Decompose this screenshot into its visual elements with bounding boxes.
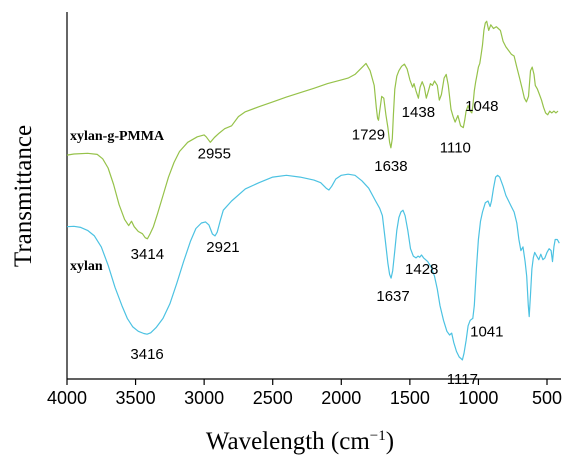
- x-tick-label: 2500: [253, 388, 293, 408]
- peak-label: 1041: [470, 323, 503, 340]
- x-axis-ticks: 4000 3500 3000 2500 2000 1500 1000 500: [47, 379, 562, 408]
- peak-label: 1110: [440, 140, 471, 157]
- x-tick-label: 1500: [390, 388, 430, 408]
- y-axis-title: Transmittance: [10, 125, 37, 267]
- peak-label: 3416: [130, 346, 163, 363]
- series-layer: [66, 20, 560, 361]
- x-axis-title: Wavelength (cm−1): [206, 428, 394, 455]
- peak-annotations: 3414 2955 1729 1638 1438 1110 1048 3416 2921 1637…: [130, 98, 503, 388]
- x-axis-title-superscript: −1: [370, 428, 386, 444]
- peak-label: 1428: [405, 261, 438, 278]
- x-tick-label: 2000: [321, 388, 361, 408]
- x-tick-label: 3500: [116, 388, 156, 408]
- series-line-xylan: [66, 173, 560, 361]
- peak-label: 1638: [374, 158, 407, 175]
- peak-label: 1729: [352, 126, 385, 143]
- series-label-xylan-g-pmma: xylan-g-PMMA: [70, 129, 165, 144]
- peak-label: 2921: [206, 239, 239, 256]
- peak-label: 1438: [402, 104, 435, 121]
- x-tick-label: 1000: [458, 388, 498, 408]
- peak-label: 1637: [376, 288, 409, 305]
- series-label-xylan: xylan: [70, 259, 103, 274]
- x-axis-title-close: ): [386, 428, 394, 455]
- peak-label: 1048: [465, 98, 498, 115]
- peak-label: 1117: [447, 371, 478, 388]
- x-tick-label: 4000: [47, 388, 87, 408]
- peak-label: 3414: [131, 246, 164, 263]
- x-axis-title-text: Wavelength (cm: [206, 428, 370, 455]
- x-tick-label: 500: [532, 388, 562, 408]
- peak-label: 2955: [198, 145, 231, 162]
- x-tick-label: 3000: [184, 388, 224, 408]
- series-line-xylan-g-pmma: [66, 20, 559, 240]
